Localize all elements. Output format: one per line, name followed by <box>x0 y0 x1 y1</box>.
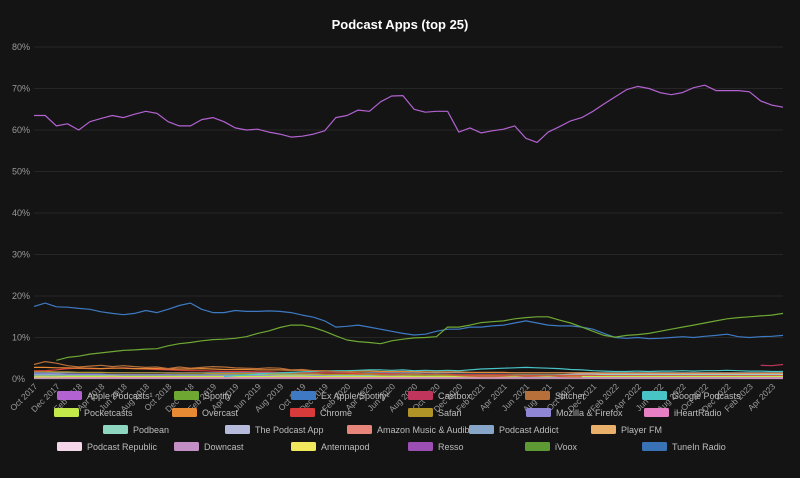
series-line-overcast <box>34 366 783 374</box>
legend-item-player-fm[interactable]: Player FM <box>591 425 662 435</box>
legend-label: Apple Podcasts¹ <box>87 391 153 401</box>
legend-swatch <box>54 408 79 417</box>
legend-swatch <box>172 408 197 417</box>
legend-label: Google Podcasts <box>672 391 741 401</box>
series-line-spotify <box>56 312 784 361</box>
legend-label: Chrome <box>320 408 352 418</box>
legend-label: Castbox <box>438 391 472 401</box>
legend-item-podcast-republic[interactable]: Podcast Republic <box>57 442 158 452</box>
legend-label: Safari <box>438 408 462 418</box>
legend-label: Downcast <box>204 442 244 452</box>
legend-item-iheartradio[interactable]: iHeartRadio <box>644 408 722 418</box>
legend-item-the-podcast-app[interactable]: The Podcast App <box>225 425 324 435</box>
legend-item-stitcher[interactable]: Stitcher <box>525 391 586 401</box>
legend-item-spotify[interactable]: Spotify <box>174 391 232 401</box>
legend-item-google-podcasts[interactable]: Google Podcasts <box>642 391 741 401</box>
gridlines <box>34 46 783 380</box>
legend-swatch <box>469 425 494 434</box>
legend-swatch <box>642 442 667 451</box>
legend-swatch <box>644 408 669 417</box>
legend-item-tunein-radio[interactable]: TuneIn Radio <box>642 442 726 452</box>
series-line-pocketcasts <box>34 375 783 378</box>
legend-label: Overcast <box>202 408 239 418</box>
legend-label: Amazon Music & Audible <box>377 425 477 435</box>
legend-label: Ex Apple/Spotify² <box>321 391 390 401</box>
series-line-apple-podcasts <box>34 84 784 143</box>
y-axis-ticks: 0% 10% 20% 30% 40% 50% 60% 70% 80% <box>12 42 30 384</box>
legend-swatch <box>103 425 128 434</box>
legend-swatch <box>525 391 550 400</box>
legend-item-podcast-addict[interactable]: Podcast Addict <box>469 425 559 435</box>
legend-label: Player FM <box>621 425 662 435</box>
series-line-castbox <box>760 363 784 367</box>
series-line-ex-apple-spotify <box>33 302 784 340</box>
y-tick-label: 50% <box>12 167 30 177</box>
legend-item-amazon-music-audible[interactable]: Amazon Music & Audible <box>347 425 477 435</box>
legend: Apple Podcasts¹ Spotify Ex Apple/Spotify² C… <box>54 391 741 452</box>
legend-swatch <box>174 391 199 400</box>
legend-item-safari[interactable]: Safari <box>408 408 462 418</box>
series-line-stitcher <box>33 361 582 378</box>
legend-item-castbox[interactable]: Castbox <box>408 391 472 401</box>
legend-label: iVoox <box>555 442 578 452</box>
legend-item-antennapod[interactable]: Antennapod <box>291 442 370 452</box>
legend-swatch <box>290 408 315 417</box>
legend-item-chrome[interactable]: Chrome <box>290 408 352 418</box>
y-tick-label: 80% <box>12 42 30 52</box>
series-line-the-podcast-app <box>537 373 783 377</box>
legend-label: The Podcast App <box>255 425 324 435</box>
legend-swatch <box>291 391 316 400</box>
y-tick-label: 60% <box>12 125 30 135</box>
legend-label: Spotify <box>204 391 232 401</box>
legend-label: iHeartRadio <box>674 408 722 418</box>
y-tick-label: 30% <box>12 250 30 260</box>
y-tick-label: 20% <box>12 291 30 301</box>
legend-swatch <box>408 442 433 451</box>
legend-swatch <box>347 425 372 434</box>
legend-item-overcast[interactable]: Overcast <box>172 408 239 418</box>
legend-item-mozilla-firefox[interactable]: Mozilla & Firefox <box>526 408 623 418</box>
legend-swatch <box>174 442 199 451</box>
legend-label: Pocketcasts <box>84 408 133 418</box>
legend-swatch <box>408 408 433 417</box>
legend-swatch <box>57 391 82 400</box>
legend-label: Mozilla & Firefox <box>556 408 623 418</box>
legend-item-ivoox[interactable]: iVoox <box>525 442 578 452</box>
y-tick-label: 0% <box>12 374 25 384</box>
legend-swatch <box>408 391 433 400</box>
legend-swatch <box>525 442 550 451</box>
legend-item-ex-apple-spotify[interactable]: Ex Apple/Spotify² <box>291 391 390 401</box>
legend-label: Podcast Addict <box>499 425 559 435</box>
series-lines <box>33 84 784 379</box>
legend-label: Antennapod <box>321 442 370 452</box>
legend-label: Podcast Republic <box>87 442 158 452</box>
legend-item-podbean[interactable]: Podbean <box>103 425 169 435</box>
legend-swatch <box>57 442 82 451</box>
legend-item-resso[interactable]: Resso <box>408 442 464 452</box>
legend-item-apple-podcasts[interactable]: Apple Podcasts¹ <box>57 391 153 401</box>
legend-item-pocketcasts[interactable]: Pocketcasts <box>54 408 133 418</box>
legend-swatch <box>642 391 667 400</box>
y-tick-label: 70% <box>12 84 30 94</box>
legend-item-downcast[interactable]: Downcast <box>174 442 244 452</box>
legend-swatch <box>225 425 250 434</box>
legend-swatch <box>591 425 616 434</box>
legend-swatch <box>526 408 551 417</box>
y-tick-label: 10% <box>12 333 30 343</box>
legend-swatch <box>291 442 316 451</box>
chart-title: Podcast Apps (top 25) <box>332 17 469 32</box>
legend-label: TuneIn Radio <box>672 442 726 452</box>
legend-label: Podbean <box>133 425 169 435</box>
legend-label: Stitcher <box>555 391 586 401</box>
y-tick-label: 40% <box>12 208 30 218</box>
legend-label: Resso <box>438 442 464 452</box>
